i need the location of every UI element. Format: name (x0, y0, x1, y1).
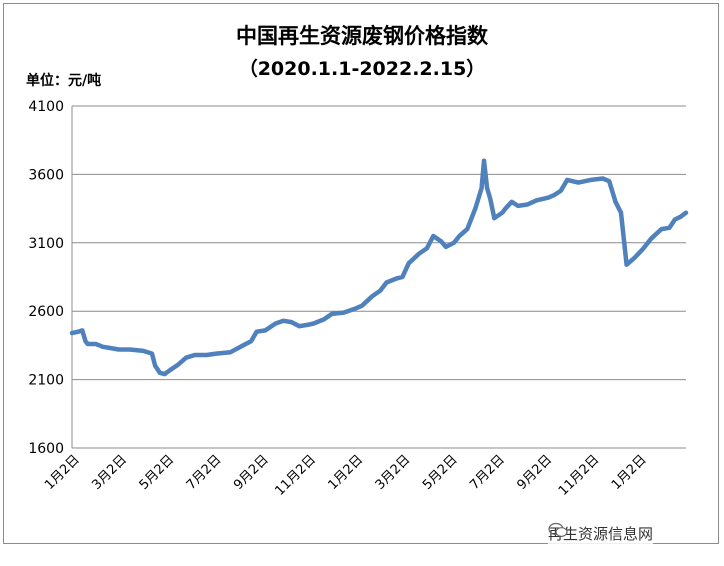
x-tick-label: 5月2日 (137, 452, 178, 493)
chart-title: 中国再生资源废钢价格指数 (236, 24, 488, 48)
x-tick-label: 1月2日 (326, 452, 367, 493)
chart-frame (3, 3, 719, 544)
series-line (69, 158, 689, 377)
wechat-icon (548, 522, 568, 537)
watermark-text: 再生资源信息网 (548, 524, 654, 543)
y-tick-label: 2100 (28, 373, 64, 389)
y-tick-label: 2600 (28, 304, 64, 320)
axes (71, 106, 686, 449)
x-tick-label: 11月2日 (556, 452, 603, 499)
y-tick-label: 3100 (28, 236, 64, 252)
unit-label: 单位：元/吨 (26, 73, 102, 89)
x-tick-label: 5月2日 (420, 452, 461, 493)
chart-subtitle: （2020.1.1-2022.2.15） (238, 58, 486, 80)
x-tick-label: 7月2日 (467, 452, 508, 493)
x-tick-label: 1月2日 (609, 452, 650, 493)
x-tick-labels: 1月2日 3月2日 5月2日 7月2日 9月2日 11月2日 1月2日 3月2日 5月2日 7月2… (42, 452, 649, 499)
series-layer (69, 158, 689, 377)
y-tick-labels: 4100 3600 3100 2600 2100 1600 (28, 99, 64, 457)
y-tick-label: 3600 (28, 167, 64, 183)
x-tick-label: 7月2日 (184, 452, 225, 493)
x-tick-label: 9月2日 (514, 452, 555, 493)
gridlines (72, 105, 686, 381)
x-tick-label: 3月2日 (89, 452, 130, 493)
x-tick-label: 1月2日 (42, 452, 83, 493)
y-tick-label: 1600 (28, 441, 64, 457)
x-tick-label: 11月2日 (272, 452, 319, 499)
x-tick-label: 3月2日 (373, 452, 414, 493)
watermark: 再生资源信息网 (548, 522, 654, 544)
x-tick-label: 9月2日 (231, 452, 272, 493)
y-tick-label: 4100 (28, 99, 64, 115)
